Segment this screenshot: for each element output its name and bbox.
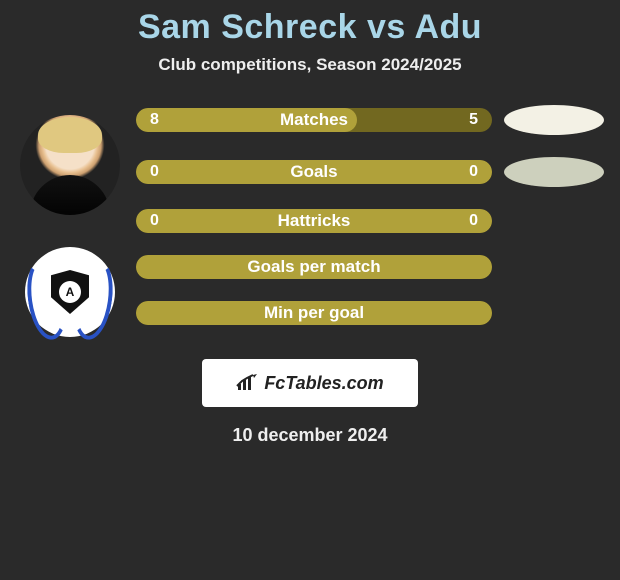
stat-right-value: 0 bbox=[469, 163, 478, 181]
stat-row: 0 Goals 0 bbox=[136, 157, 604, 187]
shield-letter: A bbox=[59, 281, 81, 303]
stat-left-value: 0 bbox=[150, 212, 159, 230]
stat-bar: 0 Hattricks 0 bbox=[136, 209, 492, 233]
date-text: 10 december 2024 bbox=[0, 425, 620, 446]
stat-label: Hattricks bbox=[278, 211, 351, 231]
stat-label: Goals per match bbox=[247, 257, 380, 277]
club-badge: A bbox=[25, 247, 115, 337]
branding-text: FcTables.com bbox=[264, 373, 383, 394]
stat-label: Min per goal bbox=[264, 303, 364, 323]
player-column: A bbox=[10, 105, 130, 337]
subtitle: Club competitions, Season 2024/2025 bbox=[0, 55, 620, 75]
root: Sam Schreck vs Adu Club competitions, Se… bbox=[0, 0, 620, 446]
stat-row: 8 Matches 5 bbox=[136, 105, 604, 135]
stat-row: Min per goal bbox=[136, 301, 604, 325]
stat-label: Goals bbox=[290, 162, 337, 182]
stat-row: 0 Hattricks 0 bbox=[136, 209, 604, 233]
stat-bar: 0 Goals 0 bbox=[136, 160, 492, 184]
stat-left-value: 0 bbox=[150, 163, 159, 181]
stat-bar: Goals per match bbox=[136, 255, 492, 279]
stat-bar: 8 Matches 5 bbox=[136, 108, 492, 132]
stat-bar: Min per goal bbox=[136, 301, 492, 325]
player-photo bbox=[20, 115, 120, 215]
stat-right-value: 0 bbox=[469, 212, 478, 230]
page-title: Sam Schreck vs Adu bbox=[0, 8, 620, 47]
stat-right-value: 5 bbox=[469, 111, 478, 129]
stat-row: Goals per match bbox=[136, 255, 604, 279]
comparison-oval bbox=[504, 157, 604, 187]
stat-label: Matches bbox=[280, 110, 348, 130]
stats-bars: 8 Matches 5 0 Goals 0 0 Hattricks 0 Goals per mat… bbox=[130, 105, 610, 325]
main-content: A 8 Matches 5 0 Goals 0 0 Hattricks 0 Goals per m… bbox=[0, 105, 620, 337]
stat-left-value: 8 bbox=[150, 111, 159, 129]
branding-badge: FcTables.com bbox=[202, 359, 418, 407]
chart-icon bbox=[236, 374, 258, 392]
comparison-oval bbox=[504, 105, 604, 135]
